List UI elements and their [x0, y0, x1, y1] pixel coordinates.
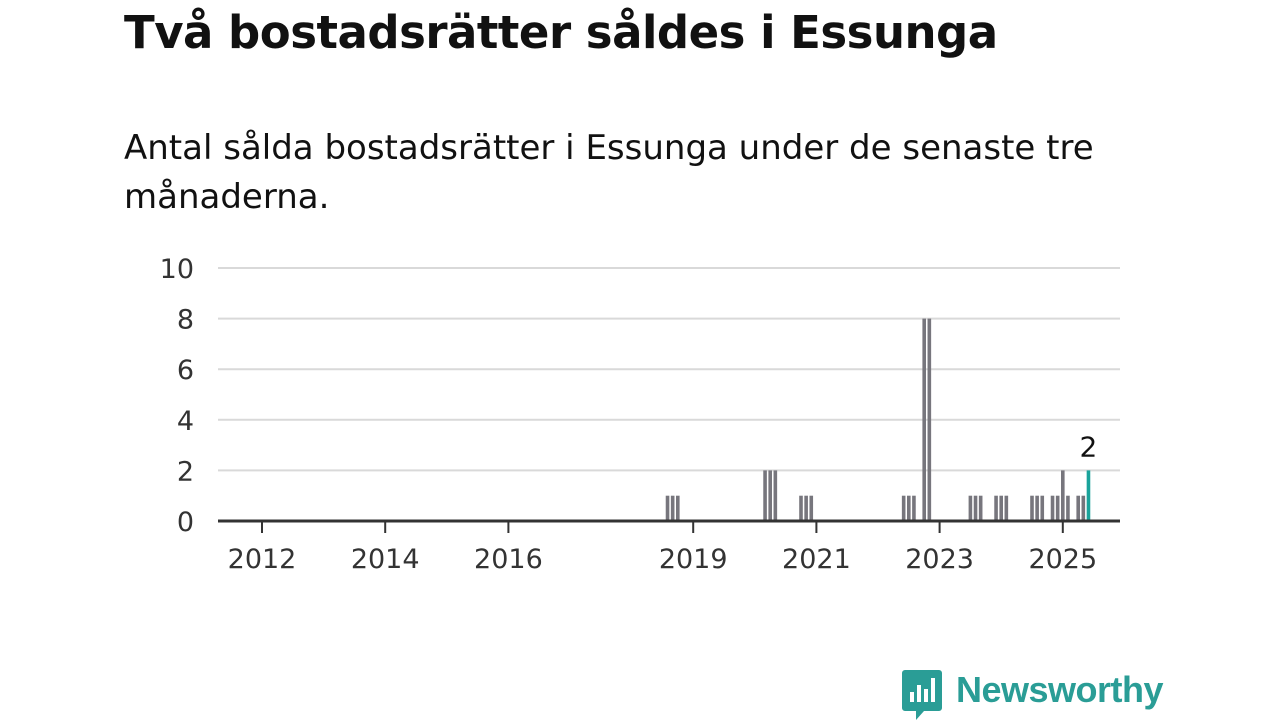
chart-title: Två bostadsrätter såldes i Essunga — [124, 6, 998, 59]
x-tick-label: 2012 — [228, 544, 297, 575]
bar — [1030, 495, 1034, 521]
bar — [804, 495, 808, 521]
bar — [1076, 495, 1080, 521]
y-tick-label: 4 — [177, 406, 194, 437]
bar — [1004, 495, 1009, 521]
bar — [809, 495, 814, 521]
bar — [1081, 495, 1086, 521]
y-tick-label: 0 — [177, 507, 194, 538]
bars — [665, 318, 1091, 521]
grid-lines — [218, 267, 1120, 472]
bar — [927, 318, 932, 521]
bar — [1061, 470, 1065, 521]
brand-footer: Newsworthy — [902, 669, 1164, 720]
bar — [1040, 495, 1045, 521]
bar-highlight — [1086, 470, 1091, 521]
x-tick-label: 2025 — [1028, 544, 1097, 575]
bar — [907, 495, 911, 521]
bar — [968, 495, 973, 521]
x-tick-label: 2021 — [782, 544, 851, 575]
bar — [973, 495, 978, 521]
bar-chart-speech-bubble-icon — [902, 670, 942, 720]
bar — [773, 470, 778, 521]
chart-subtitle: Antal sålda bostadsrätter i Essunga unde… — [124, 128, 1094, 217]
data-labels: 2 — [1080, 430, 1098, 463]
bar — [1050, 495, 1055, 521]
bar — [799, 495, 803, 521]
bar — [1035, 495, 1039, 521]
bar — [999, 495, 1003, 521]
y-tick-label: 10 — [160, 254, 194, 285]
bar — [1066, 495, 1070, 521]
y-tick-label: 6 — [177, 355, 194, 386]
bar — [676, 495, 680, 521]
x-tick-label: 2019 — [659, 544, 728, 575]
x-axis-ticks: 2012 2014 2016 2019 2021 2023 2025 — [228, 521, 1097, 575]
bar — [763, 470, 767, 521]
x-tick-label: 2023 — [905, 544, 974, 575]
bar — [670, 495, 675, 521]
x-tick-label: 2014 — [351, 544, 420, 575]
y-tick-label: 8 — [177, 305, 194, 336]
data-label: 2 — [1080, 430, 1098, 463]
y-tick-label: 2 — [177, 456, 194, 487]
bar — [768, 470, 772, 521]
x-tick-label: 2016 — [474, 544, 543, 575]
y-axis-ticks: 0 2 4 6 8 10 — [160, 254, 194, 538]
brand-name: Newsworthy — [956, 669, 1164, 710]
bar — [912, 495, 916, 521]
bar — [1055, 495, 1060, 521]
bar — [994, 495, 998, 521]
bar — [922, 318, 926, 521]
bar — [978, 495, 983, 521]
bar — [665, 495, 670, 521]
bar — [901, 495, 906, 521]
